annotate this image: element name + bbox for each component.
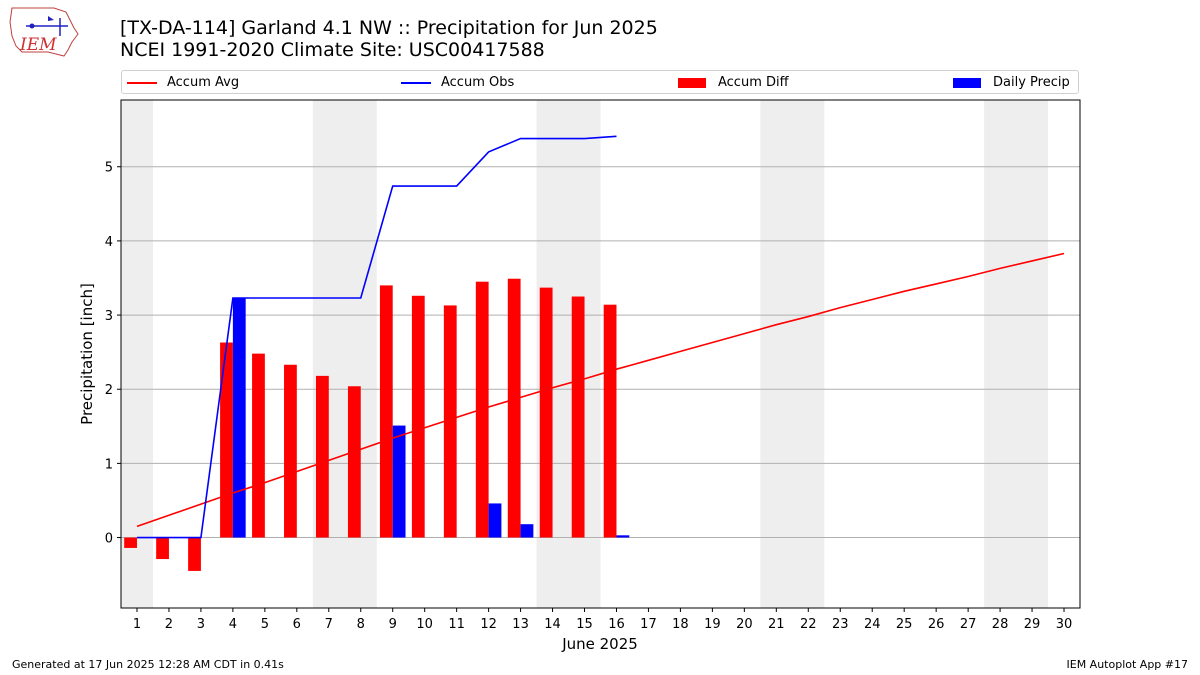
accum-diff-bar-day-2 [156, 537, 169, 560]
x-tick-label-29: 29 [1024, 617, 1041, 632]
x-tick-label-25: 25 [896, 617, 913, 632]
x-tick-label-14: 14 [544, 617, 561, 632]
x-tick-label-26: 26 [928, 617, 945, 632]
accum-diff-bar-day-1 [124, 537, 137, 548]
plot-frame [120, 99, 1081, 609]
legend-label-daily-precip: Daily Precip [993, 75, 1070, 90]
accum-obs-line [136, 135, 617, 539]
x-tick-label-18: 18 [672, 617, 689, 632]
x-tick-label-8: 8 [357, 617, 365, 632]
daily-precip-bar-day-9 [392, 425, 406, 538]
footer-app: IEM Autoplot App #17 [1066, 658, 1189, 671]
x-tick-label-19: 19 [704, 617, 721, 632]
accum-diff-bar-day-14 [539, 287, 553, 538]
x-tick-label-24: 24 [864, 617, 881, 632]
x-tick-label-21: 21 [768, 617, 785, 632]
iem-logo-graphic: IEM [9, 7, 79, 57]
daily-precip-bar-day-12 [488, 503, 502, 538]
x-tick-label-20: 20 [736, 617, 753, 632]
x-axis-label: June 2025 [561, 635, 638, 653]
accum-diff-bar-day-9 [379, 285, 393, 538]
weekend-band-1 [121, 100, 153, 608]
accum-diff-bar-day-13 [507, 278, 521, 538]
x-tick-label-16: 16 [608, 617, 625, 632]
daily-precip-bar-day-13 [520, 524, 534, 538]
x-tick-label-1: 1 [133, 617, 141, 632]
x-tick-label-11: 11 [448, 617, 465, 632]
accum-diff-bar-day-7 [315, 375, 329, 538]
x-tick-label-12: 12 [480, 617, 497, 632]
legend-swatch-accum-diff [678, 78, 706, 88]
logo-text: IEM [19, 35, 57, 55]
y-tick-label-0: 0 [105, 532, 113, 547]
chart-legend: Accum Avg Accum Obs Accum Diff Daily Pre… [121, 70, 1079, 94]
y-axis-label: Precipitation [inch] [78, 283, 96, 425]
daily-precip-bar-day-4 [232, 298, 246, 538]
accum-diff-bar-day-5 [252, 353, 265, 538]
accum-diff-bar-day-3 [188, 537, 201, 571]
legend-label-accum-diff: Accum Diff [718, 75, 789, 90]
x-tick-label-13: 13 [512, 617, 529, 632]
x-tick-label-5: 5 [261, 617, 269, 632]
x-tick-label-10: 10 [416, 617, 433, 632]
x-tick-label-9: 9 [389, 617, 397, 632]
y-tick-label-5: 5 [105, 161, 113, 176]
x-tick-label-3: 3 [197, 617, 205, 632]
accum-diff-bar-day-11 [443, 305, 457, 538]
x-tick-label-6: 6 [293, 617, 301, 632]
x-tick-label-30: 30 [1056, 617, 1073, 632]
chart-title: [TX-DA-114] Garland 4.1 NW :: Precipitat… [120, 17, 658, 61]
x-tick-label-17: 17 [640, 617, 657, 632]
x-tick-label-27: 27 [960, 617, 977, 632]
x-tick-label-15: 15 [576, 617, 593, 632]
accum-diff-bar-day-15 [571, 296, 585, 538]
legend-label-accum-obs: Accum Obs [441, 75, 515, 90]
legend-label-accum-avg: Accum Avg [167, 75, 240, 90]
x-tick-label-28: 28 [992, 617, 1009, 632]
footer-generated: Generated at 17 Jun 2025 12:28 AM CDT in… [12, 658, 284, 671]
iem-logo: IEM [8, 6, 80, 60]
weekend-band-5 [984, 100, 1049, 608]
accum-diff-bar-day-16 [603, 304, 617, 538]
x-tick-label-7: 7 [325, 617, 333, 632]
x-tick-label-2: 2 [165, 617, 173, 632]
x-tick-label-23: 23 [832, 617, 849, 632]
title-line-2: NCEI 1991-2020 Climate Site: USC00417588 [120, 39, 545, 61]
daily-precip-bar-day-16 [616, 535, 630, 538]
y-tick-label-2: 2 [105, 383, 113, 398]
accum-diff-bar-day-10 [411, 295, 425, 538]
y-tick-label-4: 4 [105, 235, 113, 250]
accum-avg-line [136, 252, 1065, 528]
legend-swatch-accum-obs [401, 82, 431, 84]
x-tick-label-4: 4 [229, 617, 237, 632]
title-line-1: [TX-DA-114] Garland 4.1 NW :: Precipitat… [120, 17, 658, 39]
accum-diff-bar-day-6 [284, 364, 297, 538]
y-tick-label-1: 1 [105, 457, 113, 472]
weekend-band-4 [760, 100, 825, 608]
legend-swatch-daily-precip [953, 78, 981, 88]
legend-swatch-accum-avg [127, 82, 157, 84]
y-tick-label-3: 3 [105, 309, 113, 324]
x-tick-label-22: 22 [800, 617, 817, 632]
accum-diff-bar-day-8 [347, 386, 361, 538]
accum-diff-bar-day-4 [220, 342, 233, 538]
